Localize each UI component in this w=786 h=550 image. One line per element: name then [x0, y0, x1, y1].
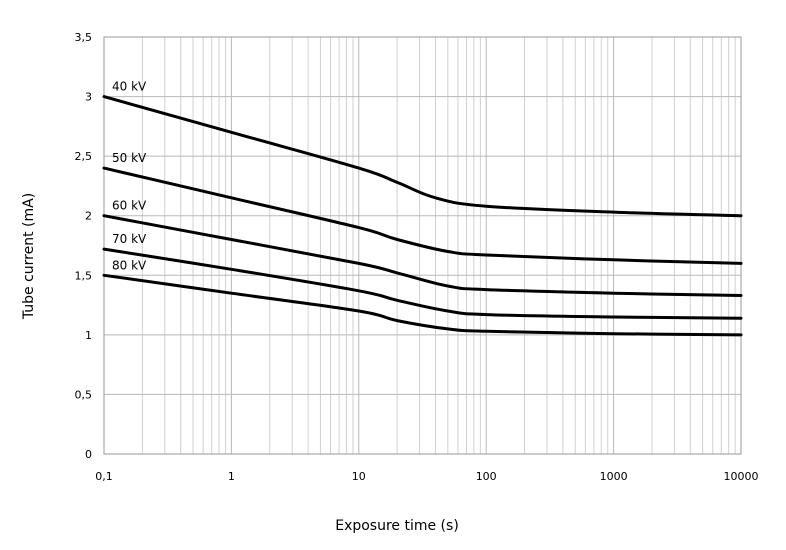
series-line-50-kv	[102, 166, 743, 265]
y-tick-label: 2	[85, 210, 92, 223]
series-line-80-kv	[102, 273, 743, 337]
series-label-40-kv: 40 kV	[112, 80, 147, 94]
y-tick-label: 1	[85, 329, 92, 342]
y-tick-label: 1,5	[75, 269, 93, 282]
series-line-70-kv	[102, 247, 743, 320]
x-tick-label: 0,1	[95, 470, 113, 483]
y-tick-label: 2,5	[75, 150, 93, 163]
y-tick-label: 0	[85, 448, 92, 461]
y-tick-label: 3	[85, 91, 92, 104]
series-lines	[102, 95, 743, 337]
series-label-70-kv: 70 kV	[112, 232, 147, 246]
y-tick-label: 0,5	[75, 388, 93, 401]
x-tick-label: 100	[476, 470, 497, 483]
x-tick-label: 1000	[600, 470, 628, 483]
series-label-80-kv: 80 kV	[112, 258, 147, 272]
series-label-50-kv: 50 kV	[112, 151, 147, 165]
series-line-60-kv	[102, 214, 743, 297]
x-tick-label: 10000	[724, 470, 759, 483]
series-line-40-kv	[102, 95, 743, 218]
x-tick-label: 10	[352, 470, 366, 483]
x-tick-labels: 0,1 1 10 100 1000 10000	[95, 470, 758, 483]
series-labels: 40 kV 50 kV 60 kV 70 kV 80 kV	[112, 80, 147, 273]
y-tick-label: 3,5	[75, 31, 93, 44]
series-label-60-kv: 60 kV	[112, 199, 147, 213]
y-tick-labels: 0 0,5 1 1,5 2 2,5 3 3,5	[75, 31, 93, 461]
x-tick-label: 1	[228, 470, 235, 483]
x-axis-title: Exposure time (s)	[335, 518, 459, 534]
y-axis-title: Tube current (mA)	[21, 193, 37, 320]
plot-area-frame	[103, 36, 742, 455]
